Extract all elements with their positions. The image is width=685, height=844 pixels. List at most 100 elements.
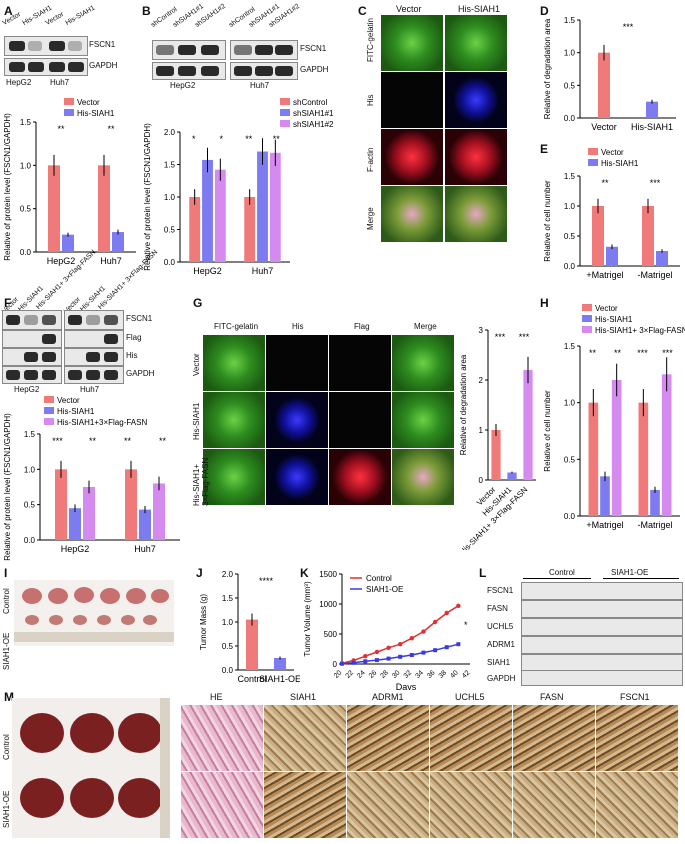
panel-c: Vector His-SIAH1 FITC-gelatin His F-acti… [358, 0, 538, 295]
data-point [374, 658, 379, 663]
he-stain-control [180, 704, 264, 772]
lane-label: His-SIAH1 [64, 4, 97, 27]
bar [269, 152, 281, 262]
western-blot-flag [64, 330, 124, 348]
bar [153, 483, 165, 540]
data-point [386, 656, 391, 661]
y-axis-label: Relative of degradation area [459, 354, 468, 455]
y-tick-label: 1.0 [20, 161, 32, 170]
bar [592, 206, 604, 266]
significance-label: * [464, 620, 468, 630]
bar [189, 197, 201, 262]
significance-label: ** [589, 348, 597, 358]
bar-chart-e: 0.0 0.5 1.0 1.5 +Matrigel -Matrigel Relative o… [543, 148, 680, 280]
tumor-photo-drawing [14, 587, 174, 642]
row-label: His [366, 94, 375, 106]
y-tick-label: 0 [479, 476, 484, 485]
y-axis-label: Tumor Mass (g) [199, 594, 208, 650]
x-tick-label: 38 [438, 669, 449, 680]
data-point [409, 653, 414, 657]
y-tick-label: 1.5 [564, 342, 576, 351]
western-blot-fscn1 [64, 310, 124, 330]
bar [588, 402, 599, 516]
col-label: FSCN1 [620, 692, 650, 702]
legend-swatch [44, 396, 54, 403]
x-tick-label: HepG2 [61, 544, 90, 554]
bar [98, 165, 110, 252]
legend-label: His-SIAH1 [601, 159, 639, 168]
panel-label-l: L [479, 566, 487, 580]
micrograph-fitc [202, 448, 266, 506]
x-tick-label: Huh7 [252, 266, 274, 276]
y-tick-label: 1.0 [24, 465, 36, 474]
bar-chart-h: 0.0 0.5 1.0 1.5 +Matrigel -Matrigel Relative o… [543, 304, 685, 530]
row-label: SIAH1-OE [2, 632, 11, 670]
data-point [386, 645, 391, 650]
y-axis-label: Relative of protein level (FSCN1/GAPDH) [143, 123, 152, 271]
y-tick-label: 1500 [319, 570, 337, 579]
panel-label-a: A [4, 4, 13, 18]
panel-g: FITC-gelatin His Flag Merge Vector His-S… [192, 296, 540, 566]
legend-label: Vector [601, 148, 624, 157]
col-label: Vector [396, 4, 422, 14]
legend-label: His-SIAH1 [57, 407, 95, 416]
data-point [444, 610, 449, 616]
panel-m: Control SIAH1-OE HE SIAH1 ADRM1 UCHL5 FA… [0, 690, 685, 844]
y-tick-label: 0.0 [20, 248, 32, 257]
y-tick-label: 3 [479, 326, 484, 335]
y-tick-label: 1.0 [564, 202, 576, 211]
legend-swatch [280, 109, 290, 116]
bar [55, 469, 67, 540]
legend-swatch [64, 98, 74, 105]
bar [650, 489, 660, 516]
x-tick-label: 24 [356, 669, 367, 680]
cell-line-label: Huh7 [250, 81, 270, 90]
y-tick-label: 1.0 [564, 49, 576, 58]
western-blot-gapdh [2, 366, 62, 384]
bar [507, 472, 517, 480]
data-point [409, 636, 415, 641]
micrograph-his [265, 334, 329, 392]
y-axis-label: Tumor Volume (mm³) [303, 581, 312, 657]
y-tick-label: 0.5 [20, 205, 32, 214]
row-label: FSCN1 [487, 586, 514, 595]
y-tick-label: 0.5 [564, 232, 576, 241]
bar [600, 476, 610, 516]
bar [491, 430, 501, 480]
significance-label: ** [107, 124, 115, 134]
y-tick-label: 0.5 [222, 642, 234, 651]
western-blot-flag [2, 330, 62, 348]
western-blot-fscn1 [230, 40, 298, 60]
ihc-adrm1-control [346, 704, 430, 772]
panel-label-b: B [142, 4, 151, 18]
data-point [397, 642, 403, 647]
y-tick-label: 1000 [319, 600, 337, 609]
legend-swatch [64, 109, 74, 116]
data-point [363, 659, 368, 664]
significance-label: * [219, 134, 223, 144]
ihc-fasn-oe [512, 771, 596, 839]
micrograph-factin-his-siah1 [444, 128, 508, 186]
y-tick-label: 0.5 [564, 455, 576, 464]
y-tick-label: 0.0 [164, 258, 176, 267]
row-label: FITC-gelatin [366, 17, 375, 62]
legend-label: Control [366, 574, 392, 583]
panel-b: shControl shSIAH1#1 shSIAH1#2 shControl … [140, 0, 358, 300]
x-tick-label: SIAH1-OE [259, 674, 300, 684]
col-label: FASN [540, 692, 564, 702]
bar [656, 251, 668, 266]
western-blot-fasn [521, 600, 683, 618]
western-blot-adrm1 [521, 636, 683, 654]
panel-label-i: I [4, 566, 8, 580]
western-blot-gapdh [64, 366, 124, 384]
y-tick-label: 0.5 [164, 226, 176, 235]
y-tick-label: 0.5 [24, 501, 36, 510]
data-point [432, 619, 438, 625]
row-label: GAPDH [487, 674, 516, 683]
row-label: His-SIAH1+ 3×Flag-FASN [192, 457, 210, 506]
row-label: Control [2, 588, 11, 614]
legend-label: SIAH1-OE [366, 585, 403, 594]
x-tick-label: 28 [379, 669, 390, 680]
western-blot-fscn1 [521, 582, 683, 600]
